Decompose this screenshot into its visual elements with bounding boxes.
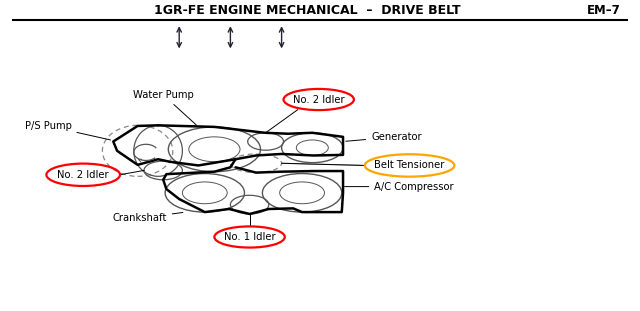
Text: P/S Pump: P/S Pump	[24, 121, 111, 140]
Text: No. 1 Idler: No. 1 Idler	[224, 232, 275, 242]
Text: Belt Tensioner: Belt Tensioner	[374, 160, 445, 170]
Text: EM–7: EM–7	[587, 4, 621, 17]
Text: No. 2 Idler: No. 2 Idler	[58, 170, 109, 180]
Text: Crankshaft: Crankshaft	[113, 212, 183, 223]
Text: No. 2 Idler: No. 2 Idler	[293, 95, 344, 104]
Text: A/C Compressor: A/C Compressor	[344, 182, 454, 192]
Text: Generator: Generator	[346, 132, 422, 142]
Text: 1GR-FE ENGINE MECHANICAL  –  DRIVE BELT: 1GR-FE ENGINE MECHANICAL – DRIVE BELT	[154, 4, 461, 17]
Text: Water Pump: Water Pump	[133, 90, 196, 125]
